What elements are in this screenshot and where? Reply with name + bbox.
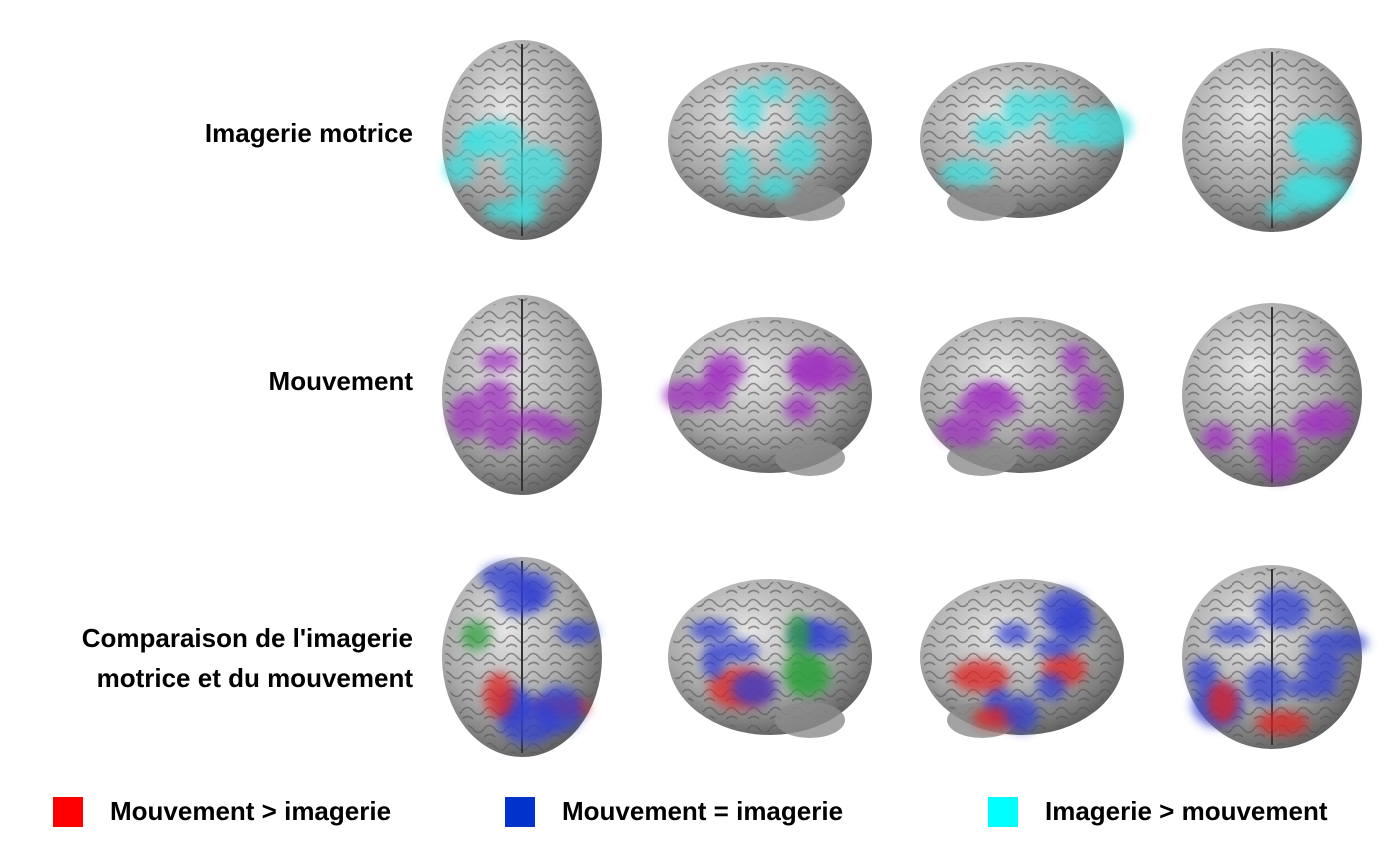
activation (502, 145, 565, 193)
brain (442, 40, 602, 240)
activation (449, 393, 487, 440)
cerebellum (775, 185, 845, 221)
legend-label: Mouvement > imagerie (110, 796, 391, 826)
cerebellum (947, 185, 1017, 221)
activation (557, 622, 599, 643)
legend: Mouvement > imagerie Mouvement = imagerie… (53, 796, 1328, 827)
activation (690, 619, 734, 641)
brain (1182, 48, 1362, 232)
activation (1265, 199, 1296, 219)
activation (478, 379, 514, 413)
activation (461, 620, 491, 651)
activation (1002, 90, 1038, 132)
activation (952, 660, 1010, 693)
activation (1210, 622, 1260, 644)
legend-swatch (53, 797, 83, 827)
activation (1281, 173, 1333, 212)
row-labels: Imagerie motrice Mouvement Comparaison de … (82, 118, 414, 693)
brain (920, 317, 1124, 476)
activation (483, 672, 515, 718)
activation (1004, 695, 1039, 733)
activation (1022, 429, 1059, 449)
activation (1301, 348, 1330, 372)
brain (1182, 303, 1362, 487)
activation (1055, 603, 1094, 644)
legend-swatch (988, 797, 1018, 827)
activation (1036, 637, 1075, 658)
activation (483, 407, 519, 450)
activation (784, 394, 816, 422)
row-label: Imagerie motrice (205, 118, 413, 148)
activation (1202, 423, 1234, 452)
activation (497, 579, 543, 617)
activation (444, 153, 476, 184)
activation (511, 189, 543, 225)
activation (789, 657, 832, 696)
activation (731, 670, 777, 707)
activation (726, 147, 754, 194)
brain-images (442, 40, 1368, 757)
brain (668, 62, 872, 221)
activation (535, 685, 583, 733)
activation (1306, 630, 1368, 656)
activation (716, 639, 759, 662)
activation (1074, 372, 1105, 412)
brain (442, 557, 602, 757)
activation (973, 117, 1011, 147)
brain (1182, 565, 1368, 749)
activation (1296, 125, 1354, 169)
activation (937, 413, 994, 447)
activation (732, 84, 764, 133)
activation (1190, 658, 1219, 692)
activation (1207, 681, 1239, 724)
activation (777, 134, 819, 173)
activation (479, 350, 519, 371)
legend-swatch (505, 797, 535, 827)
activation (536, 421, 578, 440)
cerebellum (775, 702, 845, 738)
legend-label: Imagerie > mouvement (1045, 796, 1328, 826)
activation (662, 379, 715, 412)
activation (1301, 649, 1344, 684)
activation (1256, 588, 1309, 630)
brain (920, 579, 1124, 738)
activation (1292, 409, 1326, 440)
activation (790, 352, 855, 390)
activation (758, 175, 796, 198)
activation (996, 623, 1031, 645)
activation (795, 92, 830, 130)
activation (1245, 664, 1288, 704)
activation (1037, 673, 1066, 701)
brain (668, 579, 872, 738)
activation (1030, 90, 1073, 117)
activation (1061, 343, 1088, 373)
activation (786, 613, 811, 657)
activation (701, 642, 726, 679)
brain (442, 295, 602, 495)
activation (464, 120, 525, 157)
activation (759, 76, 789, 102)
row-label: Mouvement (269, 366, 414, 396)
row-label: Comparaison de l'imagerie (82, 623, 413, 653)
brain (920, 62, 1133, 221)
activation (941, 159, 995, 186)
cerebellum (775, 440, 845, 476)
brain-texture (671, 582, 869, 732)
activation (1256, 711, 1309, 736)
activation (1073, 107, 1133, 148)
activation (969, 380, 1010, 405)
brain (662, 317, 872, 476)
row-label: motrice et du mouvement (97, 663, 414, 693)
cerebellum (947, 440, 1017, 476)
legend-label: Mouvement = imagerie (562, 796, 843, 826)
activation (1249, 428, 1295, 457)
